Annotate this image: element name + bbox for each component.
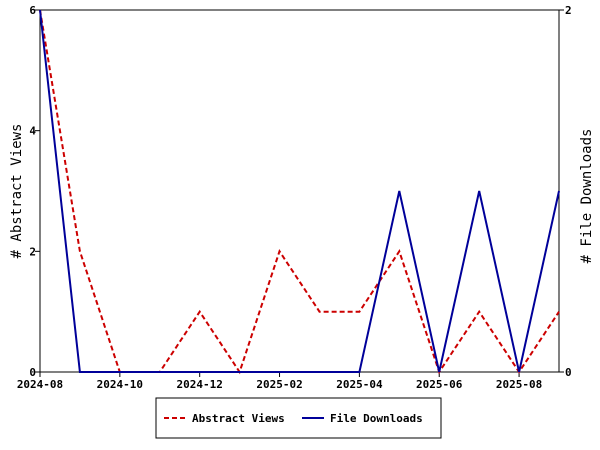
left-y-tick-label-4: 4 [29, 125, 36, 138]
right-y-axis-ticks: 02 [559, 4, 572, 379]
legend-label-file-downloads: File Downloads [330, 412, 423, 425]
x-axis-ticks: 2024-08 2024-10 2024-12 2025-02 2025-04 2025-… [17, 372, 542, 391]
left-y-axis-ticks: 0 2 4 6 [29, 4, 40, 379]
right-y-tick-label-0: 0 [565, 366, 572, 379]
left-y-tick-label-0: 0 [29, 366, 36, 379]
left-y-axis-title: # Abstract Views [9, 124, 25, 259]
series-line-abstract-views [39, 9, 560, 375]
left-y-tick-label-2: 2 [29, 245, 36, 258]
series-layer [39, 9, 560, 375]
x-tick-label-2024-08: 2024-08 [17, 378, 63, 391]
x-tick-label-2025-08: 2025-08 [496, 378, 542, 391]
x-tick-label-2025-06: 2025-06 [416, 378, 463, 391]
legend: Abstract Views File Downloads [155, 397, 442, 439]
plot-frame [39, 9, 560, 373]
x-tick-label-2024-10: 2024-10 [97, 378, 143, 391]
left-y-tick-label-6: 6 [29, 4, 36, 17]
right-y-tick-label-2: 2 [565, 4, 572, 17]
x-tick-label-2025-02: 2025-02 [256, 378, 302, 391]
right-y-axis-title: # File Downloads [579, 129, 595, 264]
x-tick-label-2025-04: 2025-04 [336, 378, 383, 391]
series-line-file-downloads [39, 9, 560, 373]
legend-label-abstract-views: Abstract Views [192, 412, 285, 425]
x-tick-label-2024-12: 2024-12 [177, 378, 223, 391]
legend-box [155, 397, 442, 439]
plot-area [39, 9, 560, 373]
